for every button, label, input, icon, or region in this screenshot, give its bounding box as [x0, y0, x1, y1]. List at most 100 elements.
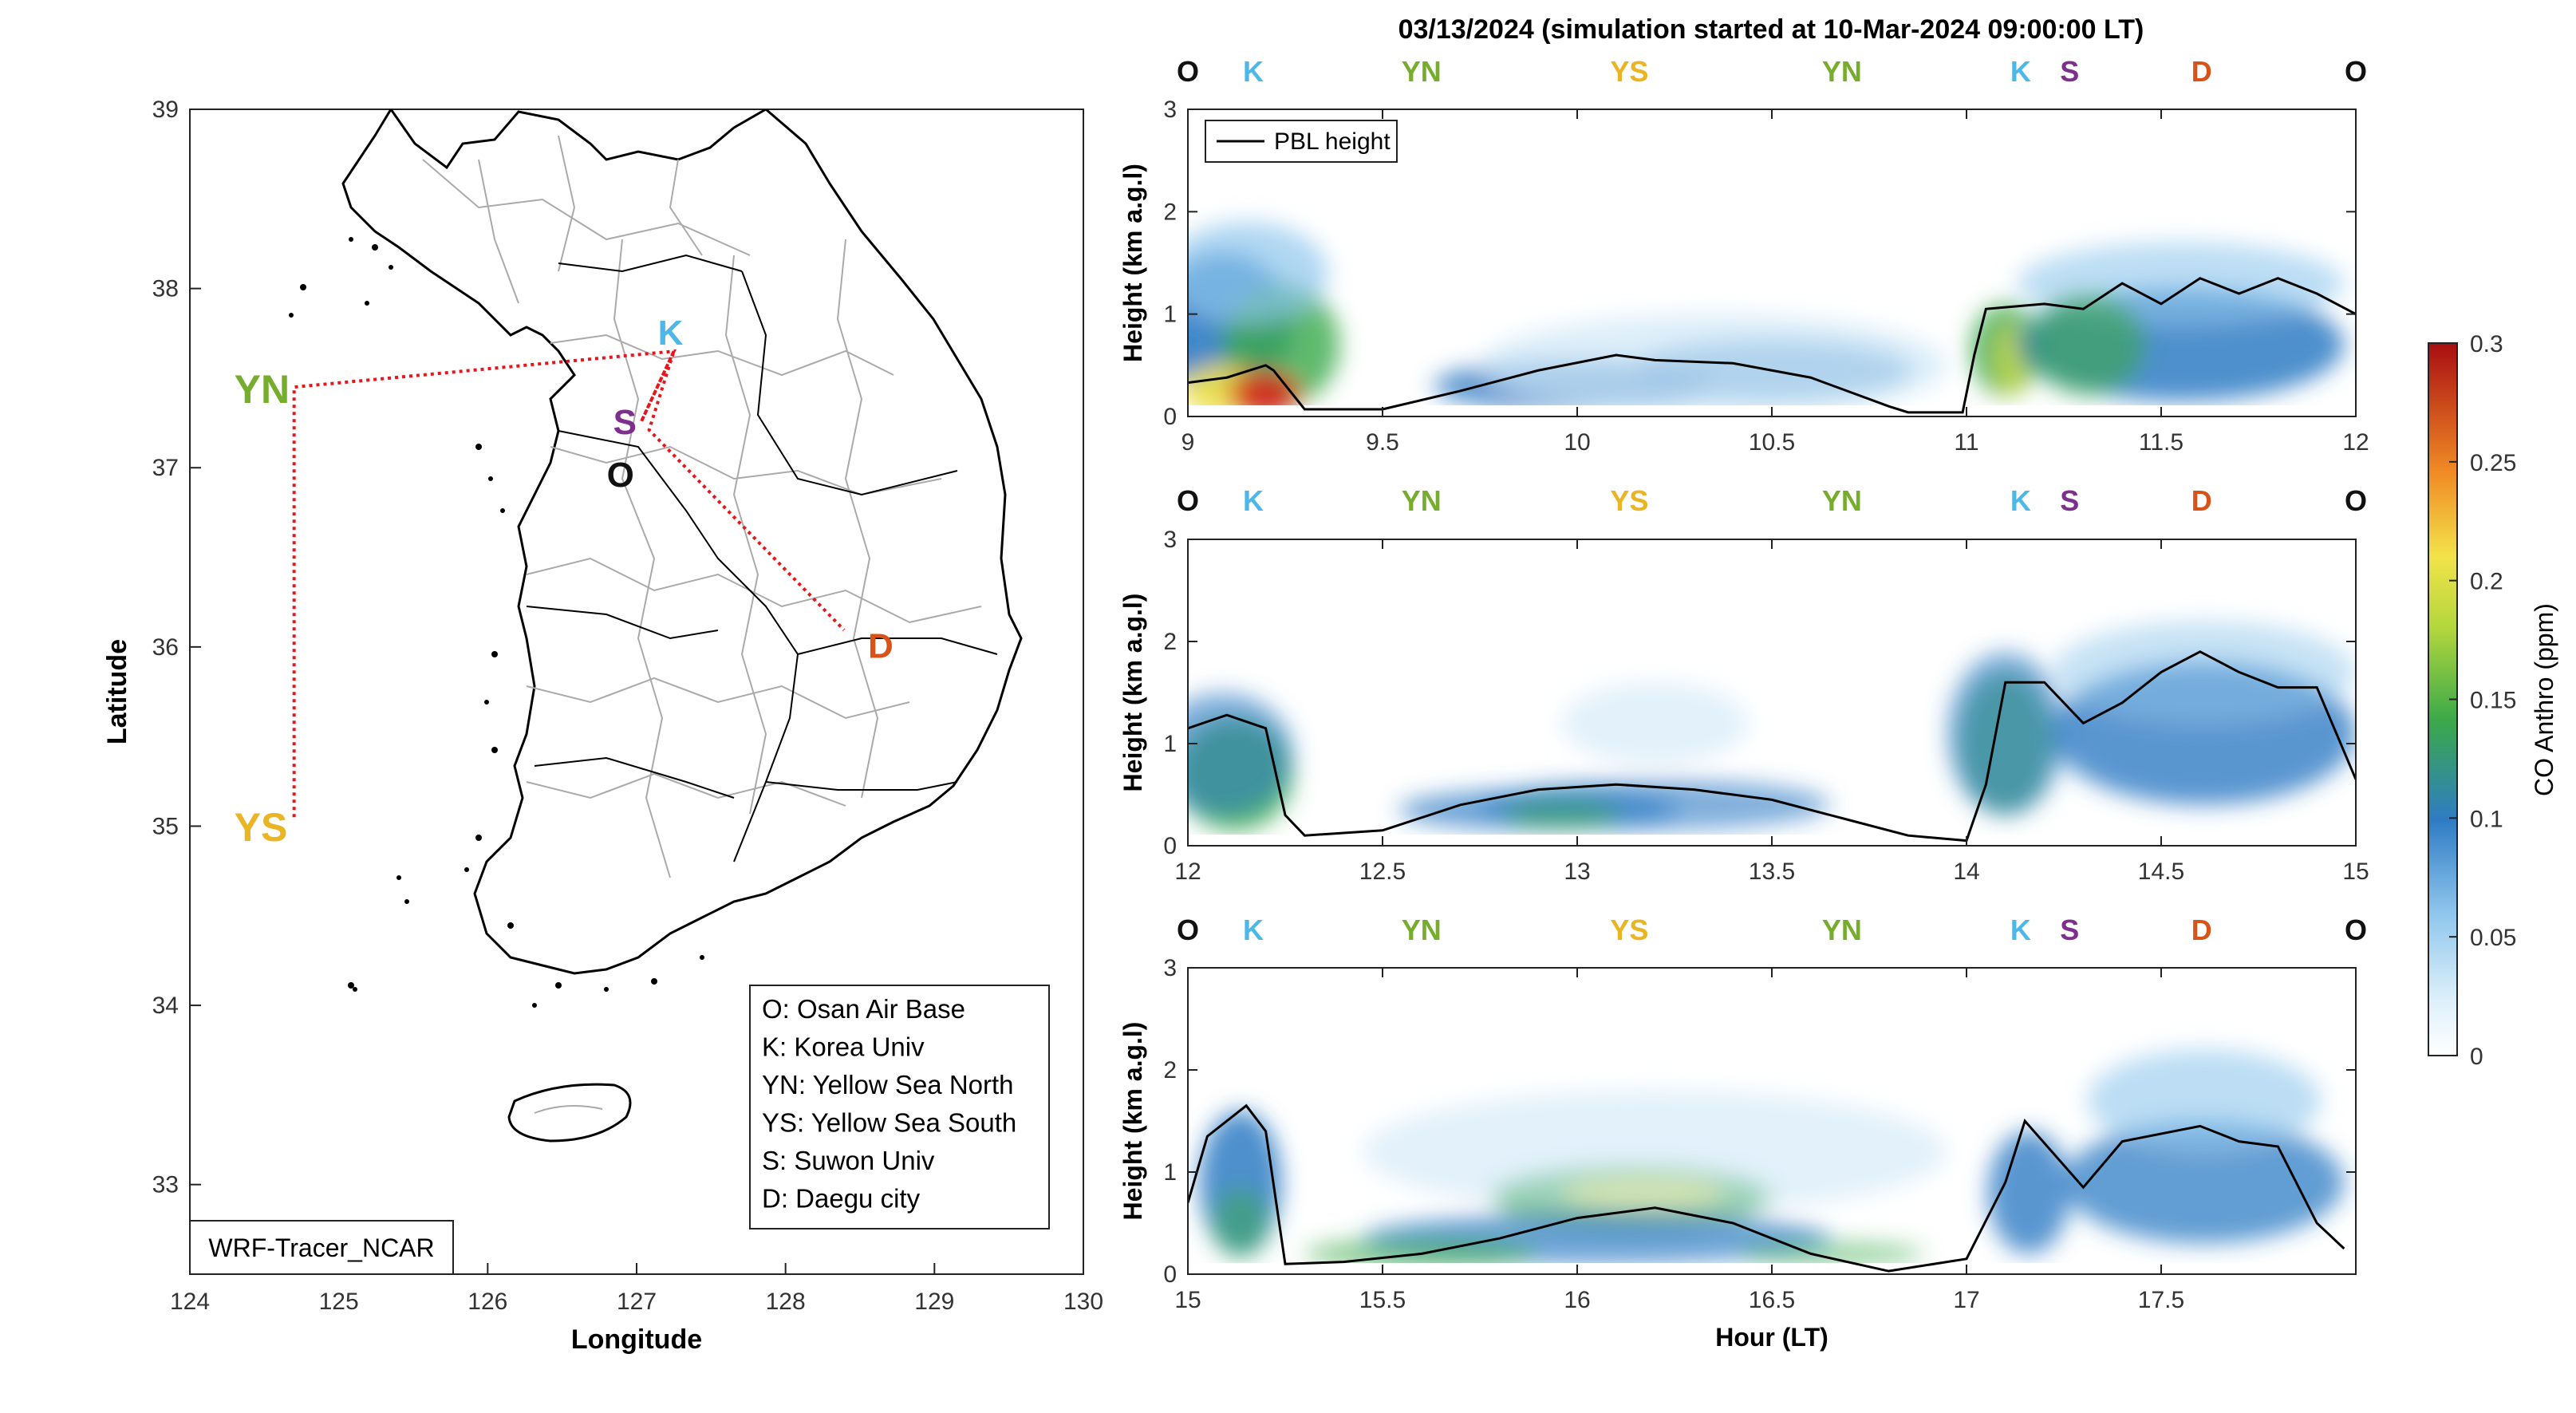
station-label-k: K [2010, 484, 2031, 517]
map-legend-entry: S: Suwon Univ [762, 1146, 935, 1175]
station-label-s: S [2060, 914, 2079, 946]
map-ytick-label: 38 [152, 276, 179, 302]
station-label-yn: YN [1822, 55, 1862, 88]
colorbar-tick-label: 0.15 [2470, 688, 2516, 714]
concentration-field [1188, 1049, 2356, 1274]
concentration-patch [2052, 621, 2356, 724]
x-axis-label: Hour (LT) [1715, 1323, 1828, 1352]
station-label-ys: YS [1610, 914, 1648, 946]
station-label-k: K [1243, 55, 1264, 88]
xtick-label: 11.5 [2139, 429, 2183, 456]
xtick-label: 9 [1181, 429, 1195, 456]
concentration-patch [1987, 1131, 2070, 1254]
ytick-label: 3 [1163, 955, 1177, 981]
station-label-yn: YN [1402, 55, 1442, 88]
station-label-yn: YN [1402, 914, 1442, 946]
ytick-label: 3 [1163, 97, 1177, 123]
islands [289, 237, 704, 1008]
map-legend-entry: D: Daegu city [762, 1184, 921, 1214]
colorbar: 0.3 0.25 0.2 0.15 0.1 0.05 0 CO Anthro (ppm) [2428, 331, 2558, 1070]
map-xtick-label: 128 [766, 1289, 806, 1315]
station-label-s: S [2060, 55, 2079, 88]
map-station-yn: YN [235, 367, 290, 412]
xtick-label: 14.5 [2138, 858, 2184, 885]
concentration-patch [2029, 294, 2146, 397]
xtick-label: 12 [2342, 429, 2369, 456]
station-label-yn: YN [1822, 484, 1862, 517]
colorbar-tick-label: 0.3 [2470, 331, 2503, 357]
ytick-label: 1 [1163, 731, 1177, 757]
y-axis-label: Height (km a.g.l) [1118, 594, 1147, 792]
xtick-label: 11 [1954, 429, 1978, 456]
jeju-island [507, 1083, 632, 1143]
map-legend-entry: YS: Yellow Sea South [762, 1108, 1016, 1138]
xtick-label: 16 [1564, 1287, 1590, 1313]
ytick-label: 2 [1163, 199, 1177, 225]
province-boundaries [526, 254, 998, 862]
concentration-patch [1480, 314, 1947, 416]
xtick-label: 12.5 [1359, 858, 1406, 885]
station-label-s: S [2060, 484, 2079, 517]
ytick-label: 0 [1163, 833, 1177, 859]
map-ytick-label: 33 [152, 1172, 179, 1198]
station-label-ys: YS [1610, 484, 1648, 517]
station-label-yn: YN [1402, 484, 1442, 517]
station-label-yn: YN [1822, 914, 1862, 946]
map-ytick-label: 36 [152, 634, 179, 661]
concentration-patch [2087, 1049, 2322, 1152]
y-axis-label: Height (km a.g.l) [1118, 164, 1147, 362]
ytick-label: 2 [1163, 1057, 1177, 1083]
xtick-label: 16.5 [1749, 1287, 1795, 1313]
xtick-label: 9.5 [1366, 429, 1399, 456]
station-label-k: K [1243, 484, 1264, 517]
xtick-label: 15 [1174, 1287, 1201, 1313]
station-label-d: D [2191, 914, 2212, 946]
ytick-label: 1 [1163, 1159, 1177, 1186]
map-ytick-label: 35 [152, 813, 179, 839]
y-axis-label: Height (km a.g.l) [1118, 1022, 1147, 1221]
concentration-patch [1211, 1187, 1270, 1259]
station-label-k: K [1243, 914, 1264, 946]
station-label-ys: YS [1610, 55, 1648, 88]
concentration-patch [1503, 799, 1620, 831]
colorbar-tick-label: 0.1 [2470, 806, 2503, 832]
concentration-patch [1229, 371, 1300, 416]
xtick-label: 13 [1564, 858, 1590, 885]
map-legend-entry: K: Korea Univ [762, 1032, 925, 1062]
xtick-label: 12 [1174, 858, 1201, 885]
map-xtick-label: 127 [617, 1289, 657, 1315]
map-station-s: S [613, 403, 637, 442]
station-label-d: D [2191, 484, 2212, 517]
map-legend-box [749, 985, 1050, 1229]
map-xtick-label: 130 [1063, 1289, 1103, 1315]
ytick-label: 2 [1163, 629, 1177, 655]
map-y-axis-label: Latitude [102, 639, 132, 744]
map-xtick-label: 125 [319, 1289, 359, 1315]
station-label-o: O [2345, 914, 2367, 946]
station-label-o: O [1177, 914, 1199, 946]
station-label-o: O [2345, 55, 2367, 88]
map-xtick-label: 129 [914, 1289, 954, 1315]
station-label-k: K [2010, 914, 2031, 946]
pbl-height-line [1188, 650, 2356, 843]
map-station-d: D [868, 627, 894, 666]
colorbar-label: CO Anthro (ppm) [2530, 603, 2558, 796]
figure-title: 03/13/2024 (simulation started at 10-Mar… [1398, 14, 2144, 45]
xtick-label: 17 [1953, 1287, 1979, 1313]
map-station-o: O [607, 456, 634, 495]
colorbar-tick-label: 0.2 [2470, 569, 2503, 595]
ytick-label: 1 [1163, 302, 1177, 328]
concentration-patch [2064, 1121, 2345, 1244]
colorbar-tick-label: 0 [2470, 1044, 2483, 1070]
xtick-label: 10 [1564, 429, 1590, 456]
concentration-patch [1561, 682, 1749, 764]
xtick-label: 14 [1953, 858, 1979, 885]
map-credit-box [189, 1220, 454, 1275]
curtain-1: O K YN YS YN K S D O9 9.5 10 10.5 11 11.5 120123Height… [1118, 55, 2369, 456]
ytick-label: 3 [1163, 527, 1177, 553]
map-credit: WRF-Tracer_NCAR [208, 1233, 434, 1262]
flight-route [292, 349, 846, 818]
concentration-patch [1947, 651, 2064, 815]
map-x-axis-label: Longitude [571, 1324, 702, 1355]
map-xtick-label: 126 [467, 1289, 507, 1315]
